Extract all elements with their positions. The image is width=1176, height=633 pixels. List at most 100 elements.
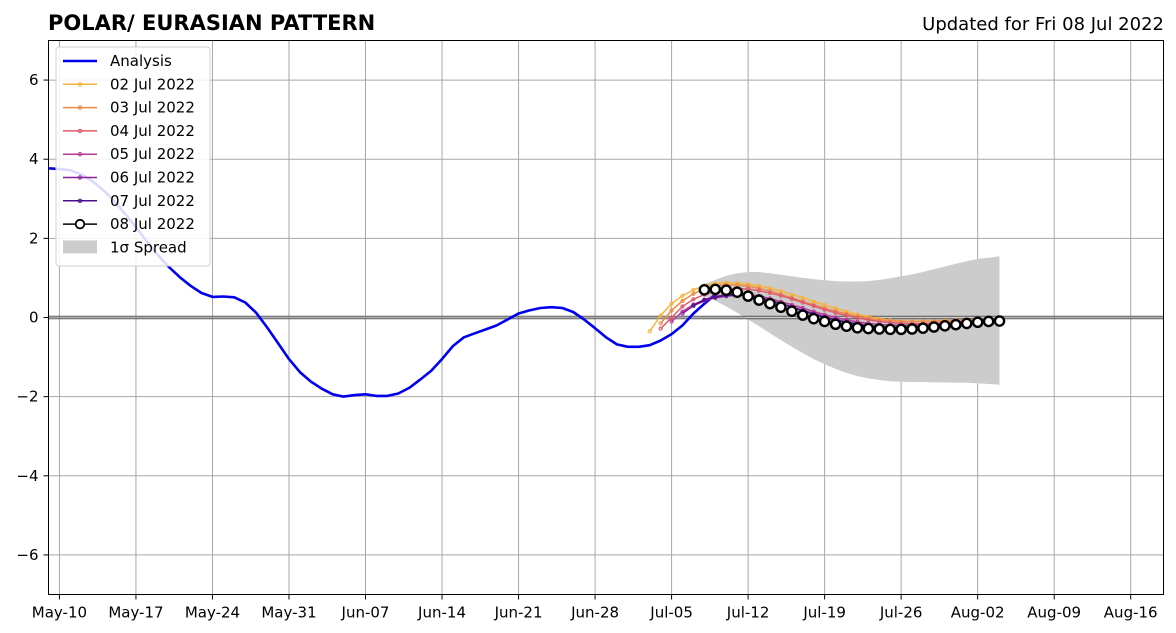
- forecast-point: [895, 323, 907, 336]
- forecast-point: [822, 307, 827, 312]
- forecast-point: [658, 313, 663, 318]
- forecast-point: [713, 294, 718, 300]
- forecast-point: [742, 290, 754, 302]
- forecast-point: [709, 283, 722, 296]
- chart-subtitle: Updated for Fri 08 Jul 2022: [922, 14, 1164, 35]
- forecast-point: [818, 315, 831, 328]
- forecast-point: [993, 315, 1006, 327]
- forecast-point: [753, 294, 765, 306]
- x-tick-label: Jul-26: [879, 604, 923, 622]
- y-tick-label: −6: [16, 546, 38, 564]
- forecast-point: [658, 321, 663, 326]
- legend-label: 02 Jul 2022: [110, 75, 195, 93]
- legend-swatch: [63, 240, 97, 254]
- forecast-point: [833, 310, 838, 315]
- x-tick-label: Jul-05: [649, 604, 693, 622]
- legend-entry: Analysis: [63, 52, 172, 70]
- x-tick-label: Aug-09: [1027, 604, 1081, 622]
- forecast-point: [851, 321, 864, 334]
- forecast-point: [669, 301, 674, 306]
- forecast-point: [840, 320, 853, 333]
- x-tick-label: Jun-28: [570, 604, 619, 622]
- chart-title: POLAR/ EURASIAN PATTERN: [48, 11, 375, 35]
- x-tick-label: Jul-12: [726, 604, 770, 622]
- legend-marker: [77, 152, 83, 157]
- legend-entry: 03 Jul 2022: [63, 99, 195, 117]
- legend-box: [55, 46, 211, 267]
- forecast-point: [939, 320, 951, 332]
- legend-entry: 04 Jul 2022: [63, 122, 195, 140]
- forecast-point: [786, 305, 798, 317]
- forecast-point: [906, 323, 918, 335]
- legend-entry: 02 Jul 2022: [63, 75, 195, 93]
- axis-ticks: May-10 May-17 May-24 May-31 Jun-07 Jun-14 Jun-…: [16, 71, 1157, 621]
- legend-label: 03 Jul 2022: [110, 99, 195, 117]
- legend-label: 07 Jul 2022: [110, 192, 195, 210]
- legend-label: 05 Jul 2022: [110, 145, 195, 163]
- forecast-point: [698, 283, 711, 296]
- forecast-point: [669, 315, 674, 320]
- forecast-point: [731, 286, 743, 298]
- x-tick-label: May-17: [108, 604, 163, 622]
- legend-entry: 1σ Spread: [63, 238, 187, 256]
- forecast-series: [698, 283, 1006, 336]
- legend-label: 08 Jul 2022: [110, 215, 195, 233]
- forecast-point: [884, 323, 897, 336]
- forecast-point: [778, 293, 784, 298]
- forecast-point: [691, 287, 696, 292]
- x-tick-label: Jul-19: [802, 604, 846, 622]
- x-tick-label: Jun-14: [417, 604, 466, 622]
- legend-marker: [77, 128, 83, 134]
- forecast-point: [764, 297, 776, 310]
- legend-entry: 05 Jul 2022: [63, 145, 195, 163]
- forecast-point: [873, 323, 886, 335]
- legend-label: 1σ Spread: [110, 238, 187, 256]
- forecast-point: [971, 316, 984, 329]
- y-tick-label: −4: [16, 467, 38, 485]
- y-tick-label: 2: [29, 229, 39, 247]
- x-tick-label: Jun-21: [494, 604, 543, 622]
- forecast-point: [720, 284, 733, 296]
- forecast-point: [647, 329, 652, 334]
- forecast-point: [702, 297, 707, 302]
- forecast-point: [691, 291, 696, 296]
- forecast-point: [691, 297, 696, 302]
- legend: Analysis 02 Jul 2022 03 Jul 2022 04 Jul 202…: [55, 46, 211, 267]
- y-tick-label: 6: [29, 71, 39, 89]
- forecast-point: [680, 293, 685, 298]
- x-tick-label: Jun-07: [341, 604, 390, 622]
- legend-label: 04 Jul 2022: [110, 122, 195, 140]
- forecast-point: [829, 318, 842, 331]
- forecast-point: [960, 317, 973, 330]
- forecast-point: [756, 288, 762, 293]
- forecast-point: [811, 303, 816, 309]
- forecast-point: [789, 296, 794, 302]
- legend-entry: 06 Jul 2022: [63, 169, 195, 187]
- legend-marker: [74, 218, 86, 230]
- x-tick-label: May-31: [261, 604, 316, 622]
- legend-marker: [77, 175, 83, 180]
- legend-label: 06 Jul 2022: [110, 169, 195, 187]
- legend-marker: [77, 82, 83, 87]
- forecast-point: [862, 322, 875, 335]
- x-tick-label: May-24: [185, 604, 240, 622]
- forecast-point: [807, 312, 820, 325]
- forecast-point: [669, 319, 674, 324]
- legend-entry: 08 Jul 2022: [63, 215, 195, 233]
- legend-marker: [77, 198, 83, 204]
- forecast-point: [680, 311, 685, 316]
- forecast-point: [928, 321, 940, 333]
- x-tick-label: Aug-02: [951, 604, 1005, 622]
- forecast-series-group: [647, 280, 1006, 336]
- y-tick-label: −2: [16, 388, 38, 406]
- forecast-point: [950, 318, 962, 331]
- y-tick-label: 4: [29, 150, 39, 168]
- forecast-point: [844, 313, 849, 318]
- forecast-point: [658, 326, 663, 331]
- forecast-point: [775, 301, 787, 314]
- x-tick-label: Aug-16: [1104, 604, 1158, 622]
- x-tick-label: May-10: [32, 604, 87, 622]
- forecast-point: [691, 303, 696, 308]
- forecast-point: [917, 322, 929, 334]
